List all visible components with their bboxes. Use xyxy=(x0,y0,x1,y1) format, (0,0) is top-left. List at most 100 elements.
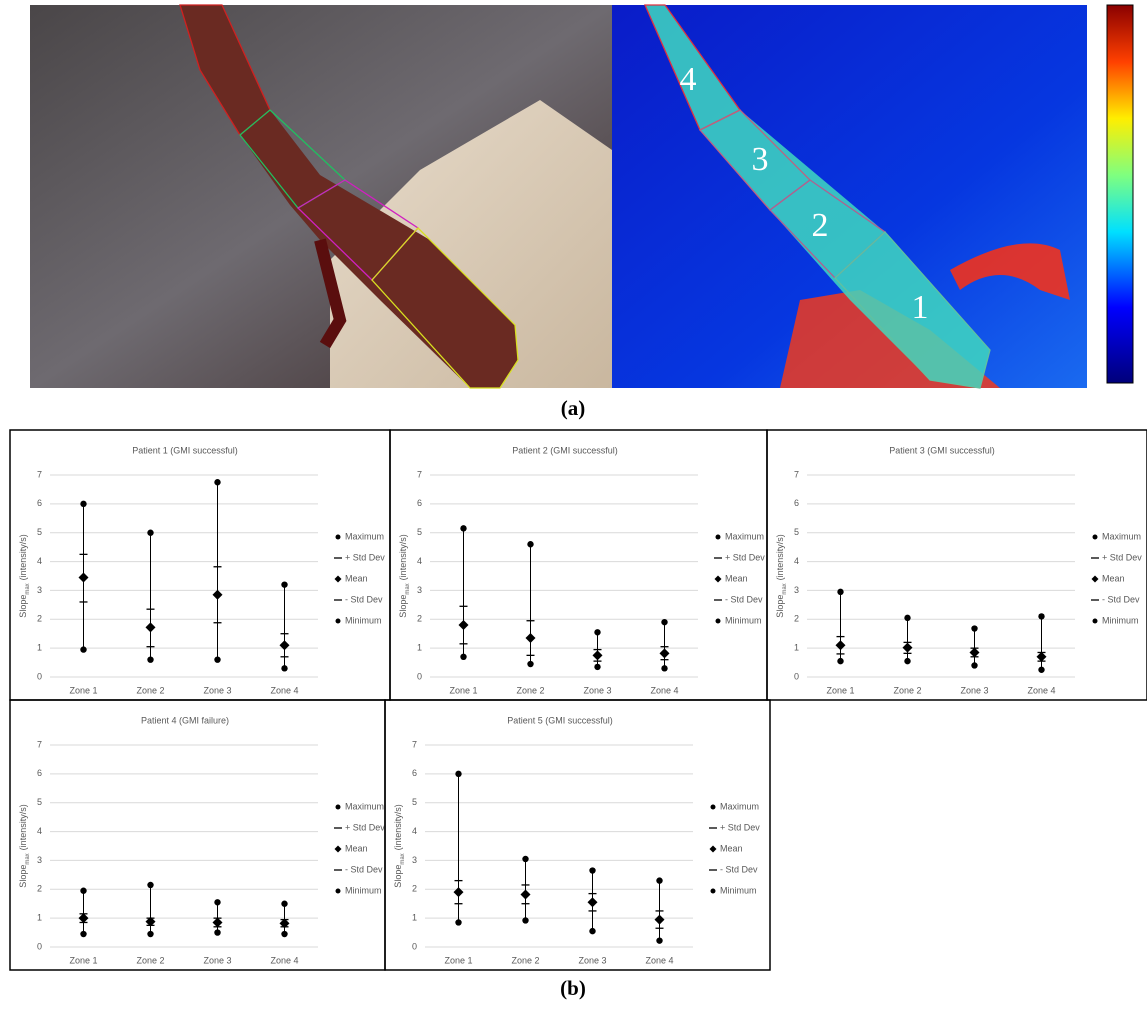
point-marker xyxy=(660,648,670,658)
point-marker xyxy=(459,620,469,630)
point-marker xyxy=(80,888,86,894)
y-tick-label: 1 xyxy=(37,643,42,653)
point-marker xyxy=(455,771,461,777)
point-marker xyxy=(336,889,341,894)
zone-label: 1 xyxy=(912,289,929,326)
point-marker xyxy=(214,479,220,485)
legend-label: + Std Dev xyxy=(345,822,385,832)
x-tick-label: Zone 3 xyxy=(203,685,231,695)
point-marker xyxy=(79,572,89,582)
y-tick-label: 7 xyxy=(412,739,417,749)
y-tick-label: 6 xyxy=(37,768,42,778)
y-tick-label: 5 xyxy=(794,527,799,537)
point-marker xyxy=(80,501,86,507)
panel-border xyxy=(10,430,390,700)
x-tick-label: Zone 3 xyxy=(578,955,606,965)
point-marker xyxy=(656,937,662,943)
y-tick-label: 0 xyxy=(37,671,42,681)
y-axis-label-part: max xyxy=(405,583,411,594)
point-marker xyxy=(655,915,665,925)
y-tick-label: 6 xyxy=(412,768,417,778)
legend-label: - Std Dev xyxy=(720,864,758,874)
caption: (a) xyxy=(561,396,586,420)
y-tick-label: 2 xyxy=(37,614,42,624)
chart-panel: Patient 4 (GMI failure)01234567Slopemax(… xyxy=(10,700,385,970)
y-tick-label: 2 xyxy=(37,884,42,894)
x-tick-label: Zone 2 xyxy=(136,955,164,965)
point-marker xyxy=(213,917,223,927)
point-marker xyxy=(594,629,600,635)
y-tick-label: 3 xyxy=(794,585,799,595)
point-marker xyxy=(80,931,86,937)
point-marker xyxy=(1038,667,1044,673)
point-marker xyxy=(711,805,716,810)
point-marker xyxy=(147,656,153,662)
x-tick-label: Zone 1 xyxy=(449,685,477,695)
point-marker xyxy=(710,846,717,853)
point-marker xyxy=(336,619,341,624)
y-tick-label: 4 xyxy=(794,556,799,566)
x-tick-label: Zone 3 xyxy=(203,955,231,965)
y-tick-label: 7 xyxy=(417,469,422,479)
zone-label: 2 xyxy=(812,207,829,244)
y-tick-label: 3 xyxy=(417,585,422,595)
point-marker xyxy=(336,805,341,810)
y-axis-label-part: Slope xyxy=(398,595,408,618)
x-tick-label: Zone 1 xyxy=(826,685,854,695)
y-tick-label: 3 xyxy=(37,585,42,595)
y-axis-label: Slopemax (intensity/s) xyxy=(398,534,410,617)
chart-panel: Patient 1 (GMI successful)01234567Slopem… xyxy=(10,430,390,700)
point-marker xyxy=(1037,652,1047,662)
panel-border xyxy=(390,430,767,700)
point-marker xyxy=(280,640,290,650)
y-tick-label: 1 xyxy=(412,913,417,923)
legend-label: Maximum xyxy=(720,801,759,811)
chart-title: Patient 1 (GMI successful) xyxy=(132,445,238,455)
y-axis-label-part: max xyxy=(25,583,31,594)
point-marker xyxy=(213,590,223,600)
legend-label: Mean xyxy=(345,573,368,583)
legend-label: Minimum xyxy=(720,885,757,895)
point-marker xyxy=(837,658,843,664)
y-axis-label-part: (intensity/s) xyxy=(393,804,403,850)
point-marker xyxy=(214,656,220,662)
y-axis-label-part: (intensity/s) xyxy=(398,534,408,580)
chart-title: Patient 3 (GMI successful) xyxy=(889,445,995,455)
point-marker xyxy=(1092,576,1099,583)
point-marker xyxy=(836,640,846,650)
panel-border xyxy=(10,700,385,970)
caption: (b) xyxy=(560,976,586,1000)
point-marker xyxy=(281,931,287,937)
point-marker xyxy=(971,625,977,631)
x-tick-label: Zone 4 xyxy=(645,955,673,965)
legend-label: Minimum xyxy=(345,885,382,895)
y-tick-label: 0 xyxy=(412,941,417,951)
zone-label: 4 xyxy=(680,61,697,98)
x-tick-label: Zone 2 xyxy=(893,685,921,695)
point-marker xyxy=(522,917,528,923)
point-marker xyxy=(661,619,667,625)
point-marker xyxy=(336,535,341,540)
legend-label: Maximum xyxy=(725,531,764,541)
y-tick-label: 2 xyxy=(412,884,417,894)
y-axis-label-part: Slope xyxy=(18,595,28,618)
point-marker xyxy=(1093,535,1098,540)
y-tick-label: 3 xyxy=(412,855,417,865)
legend-label: Mean xyxy=(1102,573,1125,583)
point-marker xyxy=(281,901,287,907)
y-tick-label: 7 xyxy=(37,739,42,749)
legend-label: Minimum xyxy=(345,615,382,625)
legend-label: Minimum xyxy=(725,615,762,625)
legend-label: + Std Dev xyxy=(720,822,760,832)
x-tick-label: Zone 2 xyxy=(516,685,544,695)
y-axis-label-part: Slope xyxy=(18,865,28,888)
figure: 1 2 3 4 (a) (b) Patient 1 (GMI successfu… xyxy=(0,0,1147,1013)
point-marker xyxy=(527,541,533,547)
y-tick-label: 0 xyxy=(794,671,799,681)
y-tick-label: 7 xyxy=(794,469,799,479)
y-tick-label: 4 xyxy=(417,556,422,566)
y-axis-label-part: max xyxy=(400,853,406,864)
point-marker xyxy=(711,889,716,894)
point-marker xyxy=(460,525,466,531)
legend-label: Maximum xyxy=(345,801,384,811)
